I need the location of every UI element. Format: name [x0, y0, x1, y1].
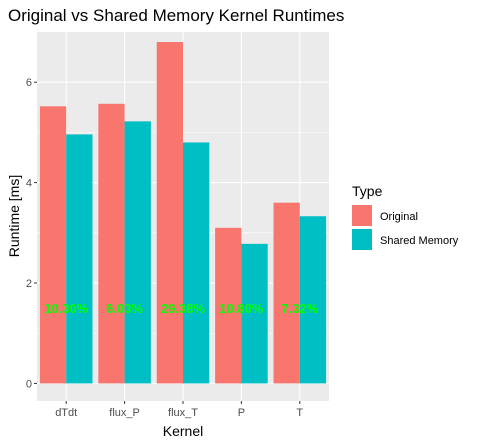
- y-tick-label: 2: [26, 278, 32, 290]
- legend: Type Original Shared Memory: [352, 183, 459, 250]
- bar-original-dtdt: [39, 106, 67, 384]
- x-tick-label: flux_T: [168, 407, 198, 419]
- y-tick-label: 4: [26, 178, 32, 190]
- chart-title: Original vs Shared Memory Kernel Runtime…: [8, 6, 344, 25]
- bar-original-t: [273, 202, 300, 384]
- bar-shared-memory-p: [241, 243, 268, 384]
- bar-original-p: [215, 227, 242, 384]
- legend-label-shared-memory: Shared Memory: [380, 235, 459, 247]
- legend-title: Type: [352, 183, 383, 199]
- y-axis-ticks: 0 2 4 6: [26, 77, 37, 390]
- bar-original-flux-p: [98, 103, 125, 384]
- legend-label-original: Original: [380, 211, 418, 223]
- y-tick-label: 6: [26, 77, 32, 89]
- bar-shared-memory-dtdt: [66, 134, 93, 384]
- percent-annotations: 10.30% 6.03% 29.38% 10.80% 7.32%: [44, 301, 319, 316]
- bar-original-flux-t: [156, 42, 183, 384]
- bar-shared-memory-flux-t: [183, 142, 210, 384]
- percent-label: 29.38%: [161, 301, 206, 316]
- x-tick-label: P: [238, 407, 245, 419]
- bar-shared-memory-flux-p: [124, 121, 151, 384]
- percent-label: 10.80%: [219, 301, 264, 316]
- percent-label: 6.03%: [106, 301, 143, 316]
- x-tick-label: dTdt: [55, 407, 77, 419]
- legend-key-shared-memory: [352, 229, 372, 250]
- bar-shared-memory-t: [299, 216, 327, 384]
- x-axis-ticks: dTdt flux_P flux_T P T: [55, 401, 303, 419]
- y-tick-label: 0: [26, 378, 32, 390]
- y-axis-title: Runtime [ms]: [6, 175, 22, 257]
- x-tick-label: T: [296, 407, 303, 419]
- x-tick-label: flux_P: [109, 407, 140, 419]
- x-axis-title: Kernel: [163, 423, 203, 439]
- percent-label: 10.30%: [44, 301, 89, 316]
- bars: [39, 42, 327, 384]
- legend-key-original: [352, 205, 372, 226]
- percent-label: 7.32%: [281, 301, 318, 316]
